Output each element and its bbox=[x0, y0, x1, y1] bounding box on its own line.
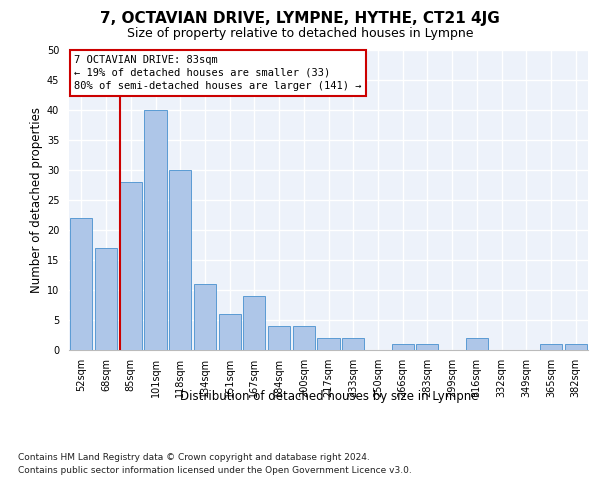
Bar bbox=[416, 344, 439, 350]
Text: Distribution of detached houses by size in Lympne: Distribution of detached houses by size … bbox=[179, 390, 478, 403]
Bar bbox=[540, 344, 562, 350]
Bar bbox=[119, 182, 142, 350]
Bar bbox=[268, 326, 290, 350]
Text: 7, OCTAVIAN DRIVE, LYMPNE, HYTHE, CT21 4JG: 7, OCTAVIAN DRIVE, LYMPNE, HYTHE, CT21 4… bbox=[100, 12, 500, 26]
Bar bbox=[218, 314, 241, 350]
Bar bbox=[565, 344, 587, 350]
Bar bbox=[293, 326, 315, 350]
Bar bbox=[317, 338, 340, 350]
Bar bbox=[392, 344, 414, 350]
Bar bbox=[194, 284, 216, 350]
Bar bbox=[243, 296, 265, 350]
Text: Contains public sector information licensed under the Open Government Licence v3: Contains public sector information licen… bbox=[18, 466, 412, 475]
Text: 7 OCTAVIAN DRIVE: 83sqm
← 19% of detached houses are smaller (33)
80% of semi-de: 7 OCTAVIAN DRIVE: 83sqm ← 19% of detache… bbox=[74, 54, 362, 91]
Bar bbox=[342, 338, 364, 350]
Bar bbox=[169, 170, 191, 350]
Bar bbox=[70, 218, 92, 350]
Bar bbox=[95, 248, 117, 350]
Bar bbox=[145, 110, 167, 350]
Y-axis label: Number of detached properties: Number of detached properties bbox=[29, 107, 43, 293]
Text: Size of property relative to detached houses in Lympne: Size of property relative to detached ho… bbox=[127, 28, 473, 40]
Text: Contains HM Land Registry data © Crown copyright and database right 2024.: Contains HM Land Registry data © Crown c… bbox=[18, 452, 370, 462]
Bar bbox=[466, 338, 488, 350]
